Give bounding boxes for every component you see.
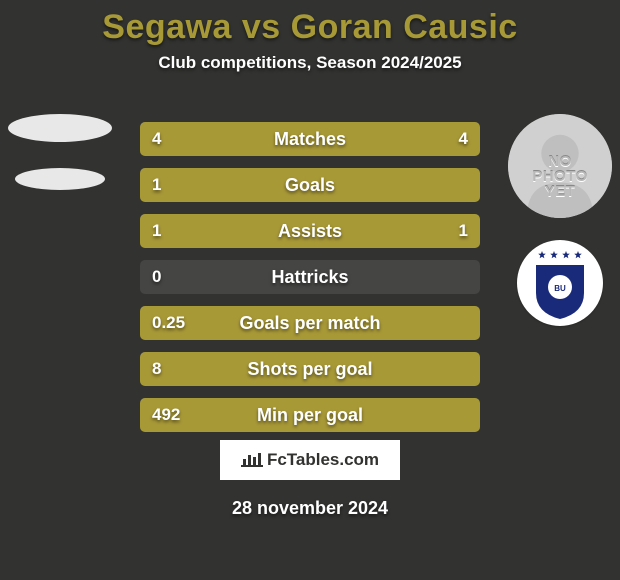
stat-row: Goals1 bbox=[140, 168, 480, 202]
stat-value-left: 4 bbox=[140, 122, 173, 156]
subtitle: Club competitions, Season 2024/2025 bbox=[0, 53, 620, 73]
stat-label: Assists bbox=[140, 214, 480, 248]
stat-label: Shots per goal bbox=[140, 352, 480, 386]
stat-label: Hattricks bbox=[140, 260, 480, 294]
player-left-column bbox=[8, 114, 112, 190]
stat-row: Hattricks0 bbox=[140, 260, 480, 294]
stat-row: Shots per goal8 bbox=[140, 352, 480, 386]
stat-value-left: 0.25 bbox=[140, 306, 197, 340]
club-badge: BU bbox=[517, 240, 603, 326]
no-photo-label: NO PHOTO YET bbox=[508, 154, 612, 199]
player-right-column: NO PHOTO YET BU bbox=[508, 114, 612, 326]
footer-date: 28 november 2024 bbox=[0, 498, 620, 519]
player-left-placeholder-2 bbox=[15, 168, 105, 190]
stat-row: Min per goal492 bbox=[140, 398, 480, 432]
stat-label: Matches bbox=[140, 122, 480, 156]
footer-logo: FcTables.com bbox=[220, 440, 400, 480]
player-left-placeholder-1 bbox=[8, 114, 112, 142]
chart-icon bbox=[241, 451, 263, 469]
stat-value-right: 4 bbox=[447, 122, 480, 156]
stat-value-left: 1 bbox=[140, 214, 173, 248]
stat-value-right: 1 bbox=[447, 214, 480, 248]
stat-value-left: 0 bbox=[140, 260, 173, 294]
no-photo-line: NO bbox=[508, 154, 612, 169]
footer-logo-text: FcTables.com bbox=[267, 450, 379, 470]
stat-value-left: 492 bbox=[140, 398, 192, 432]
stat-row: Goals per match0.25 bbox=[140, 306, 480, 340]
stat-row: Matches4 4 bbox=[140, 122, 480, 156]
stat-label: Goals bbox=[140, 168, 480, 202]
no-photo-line: YET bbox=[508, 184, 612, 199]
page-title: Segawa vs Goran Causic bbox=[0, 0, 620, 47]
no-photo-line: PHOTO bbox=[508, 169, 612, 184]
stat-value-left: 1 bbox=[140, 168, 173, 202]
stat-rows: Matches44Goals1Assists11Hattricks0Goals … bbox=[140, 122, 480, 444]
svg-text:BU: BU bbox=[554, 284, 566, 293]
stat-value-left: 8 bbox=[140, 352, 173, 386]
club-badge-icon: BU bbox=[520, 243, 600, 323]
player-right-avatar: NO PHOTO YET bbox=[508, 114, 612, 218]
stat-row: Assists1 1 bbox=[140, 214, 480, 248]
